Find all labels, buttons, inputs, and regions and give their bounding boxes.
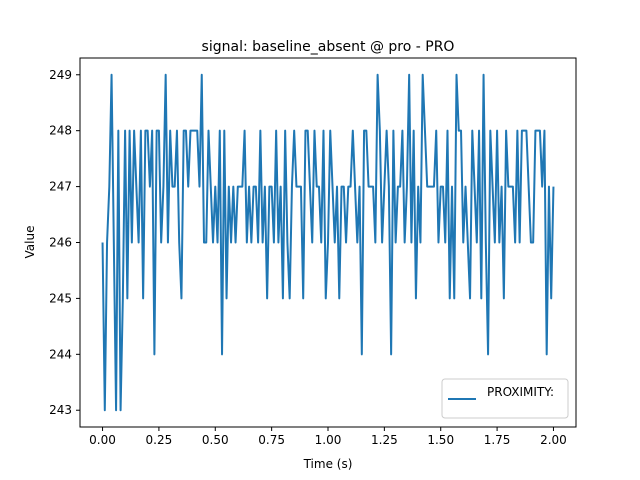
legend: PROXIMITY: xyxy=(441,378,569,419)
y-tick-label: 244 xyxy=(49,347,72,361)
x-tick-label: 0.50 xyxy=(202,433,229,447)
y-axis-label: Value xyxy=(23,226,37,259)
x-tick-label: 1.75 xyxy=(484,433,511,447)
y-axis: 243 244 245 246 247 248 249 xyxy=(49,68,80,417)
y-tick-label: 246 xyxy=(49,236,72,250)
x-tick-label: 0.25 xyxy=(146,433,173,447)
x-tick-label: 0.75 xyxy=(258,433,285,447)
y-tick-label: 249 xyxy=(49,68,72,82)
x-tick-label: 1.25 xyxy=(371,433,398,447)
x-axis-label: Time (s) xyxy=(303,457,353,471)
x-tick-label: 1.00 xyxy=(315,433,342,447)
x-tick-label: 2.00 xyxy=(540,433,567,447)
legend-label: PROXIMITY: xyxy=(487,385,554,399)
x-tick-label: 1.50 xyxy=(427,433,454,447)
x-tick-label: 0.00 xyxy=(89,433,116,447)
y-tick-label: 243 xyxy=(49,403,72,417)
legend-box xyxy=(441,378,569,419)
y-tick-label: 245 xyxy=(49,291,72,305)
y-tick-label: 248 xyxy=(49,124,72,138)
x-axis: 0.00 0.25 0.50 0.75 1.00 1.25 1.50 1.75 2.00 xyxy=(89,427,567,447)
chart-title: signal: baseline_absent @ pro - PRO xyxy=(202,39,455,55)
series-line-0 xyxy=(101,73,555,412)
y-tick-label: 247 xyxy=(49,180,72,194)
